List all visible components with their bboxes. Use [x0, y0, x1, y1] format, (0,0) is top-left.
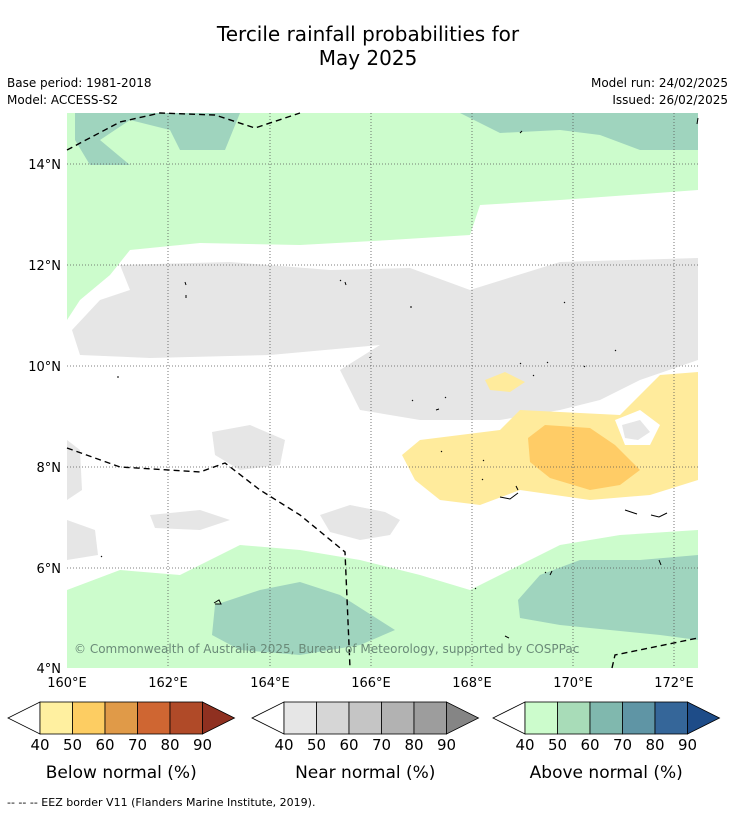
below-normal-colorbar-label: 90 [193, 736, 212, 754]
title-line-1: Tercile rainfall probabilities for [216, 22, 520, 46]
above-normal-colorbar-label: 90 [678, 736, 697, 754]
above-normal-50-south-west [212, 582, 395, 655]
above-normal-colorbar-label: 40 [515, 736, 534, 754]
above-normal-colorbar-segment [622, 701, 656, 735]
near-normal-colorbar-label: 80 [404, 736, 423, 754]
x-tick-labels: 160°E 162°E 164°E 166°E 168°E 170°E 172°… [47, 676, 694, 691]
above-normal-colorbar-label: 80 [645, 736, 664, 754]
x-tick-172: 172°E [654, 676, 694, 691]
near-normal-colorbar-high-arrow [446, 701, 480, 735]
below-normal-colorbar-label: 50 [63, 736, 82, 754]
model-label: Model: ACCESS-S2 [7, 93, 119, 107]
near-normal-colorbar-label: 90 [437, 736, 456, 754]
below-normal-colorbar-label: 70 [128, 736, 147, 754]
near-normal-colorbar-label: 40 [274, 736, 293, 754]
below-normal-colorbar-label: 80 [160, 736, 179, 754]
below-normal-colorbar-label: 60 [95, 736, 114, 754]
x-tick-168: 168°E [452, 676, 492, 691]
above-normal-region-north [67, 113, 698, 320]
near-normal-colorbar-segment [413, 701, 447, 735]
y-tick-4: 4°N [37, 662, 62, 677]
below-normal-colorbar-segment [137, 701, 171, 735]
title-line-2: May 2025 [318, 46, 418, 70]
copyright-text: © Commonwealth of Australia 2025, Bureau… [74, 642, 579, 656]
gridlines [67, 113, 698, 668]
near-normal-hole [622, 420, 650, 440]
near-normal-region-west [72, 258, 698, 420]
below-normal-colorbar-high-arrow [202, 701, 236, 735]
x-tick-162: 162°E [148, 676, 188, 691]
above-normal-colorbar: 40 50 60 70 80 90 Above normal (%) [492, 701, 721, 783]
near-normal-colorbar-segment [348, 701, 382, 735]
y-tick-12: 12°N [28, 259, 61, 274]
y-tick-labels: 14°N 12°N 10°N 8°N 6°N 4°N [28, 158, 61, 677]
x-tick-164: 164°E [250, 676, 290, 691]
above-normal-region-50-north [75, 113, 240, 165]
near-normal-patch-south [150, 510, 230, 530]
above-normal-colorbar-segment [589, 701, 623, 735]
below-normal-colorbar: 40 50 60 70 80 90 Below normal (%) [7, 701, 236, 783]
chart-title: Tercile rainfall probabilities for May 2… [0, 22, 736, 70]
base-period-label: Base period: 1981-2018 [7, 76, 152, 90]
below-normal-colorbar-segment [104, 701, 138, 735]
above-normal-colorbar-label: 60 [580, 736, 599, 754]
below-normal-colorbar-segment [72, 701, 106, 735]
colorbars: 40 50 60 70 80 90 Below normal (%) 40 50 60 70 80 90… [7, 701, 721, 783]
x-tick-170: 170°E [553, 676, 593, 691]
near-normal-colorbar-label: 50 [307, 736, 326, 754]
eez-border-west [66, 447, 351, 669]
near-normal-colorbar-segment [381, 701, 415, 735]
eez-border-southeast [611, 637, 699, 669]
near-normal-colorbar-title: Near normal (%) [295, 763, 435, 783]
below-normal-50-region [528, 425, 640, 490]
below-normal-colorbar-low-arrow [7, 701, 41, 735]
above-normal-colorbar-low-arrow [492, 701, 526, 735]
eez-borders [66, 112, 699, 669]
below-normal-colorbar-segment [39, 701, 73, 735]
near-normal-colorbar-segment [316, 701, 350, 735]
map-field [67, 113, 698, 668]
near-normal-colorbar-label: 60 [339, 736, 358, 754]
issued-label: Issued: 26/02/2025 [612, 93, 728, 107]
footnote: -- -- -- EEZ border V11 (Flanders Marine… [7, 796, 316, 809]
above-normal-region-50-northeast [460, 113, 698, 150]
near-normal-colorbar-label: 70 [372, 736, 391, 754]
near-normal-patch-center [320, 505, 400, 540]
above-normal-colorbar-title: Above normal (%) [530, 763, 683, 783]
below-normal-colorbar-segment [169, 701, 203, 735]
x-tick-160: 160°E [47, 676, 87, 691]
y-tick-14: 14°N [28, 158, 61, 173]
above-normal-colorbar-segment [524, 701, 558, 735]
near-normal-colorbar-segment [283, 701, 317, 735]
above-normal-colorbar-segment [654, 701, 688, 735]
model-run-label: Model run: 24/02/2025 [590, 76, 728, 90]
y-tick-8: 8°N [37, 461, 62, 476]
below-normal-colorbar-title: Below normal (%) [46, 763, 197, 783]
near-normal-patch-edge-2 [67, 520, 98, 560]
near-normal-patch-edge [67, 440, 82, 500]
y-tick-6: 6°N [37, 562, 62, 577]
near-normal-patch-west [212, 425, 285, 470]
above-normal-50-south-east [518, 555, 698, 640]
above-normal-colorbar-label: 70 [613, 736, 632, 754]
below-normal-colorbar-label: 40 [30, 736, 49, 754]
below-normal-patch [485, 372, 525, 392]
above-normal-colorbar-label: 50 [548, 736, 567, 754]
eez-border-north [66, 112, 301, 151]
island-marks [100, 117, 699, 639]
islands [100, 117, 699, 639]
y-tick-10: 10°N [28, 360, 61, 375]
above-normal-colorbar-high-arrow [687, 701, 721, 735]
x-tick-166: 166°E [351, 676, 391, 691]
above-normal-colorbar-segment [557, 701, 591, 735]
near-normal-colorbar-low-arrow [251, 701, 285, 735]
